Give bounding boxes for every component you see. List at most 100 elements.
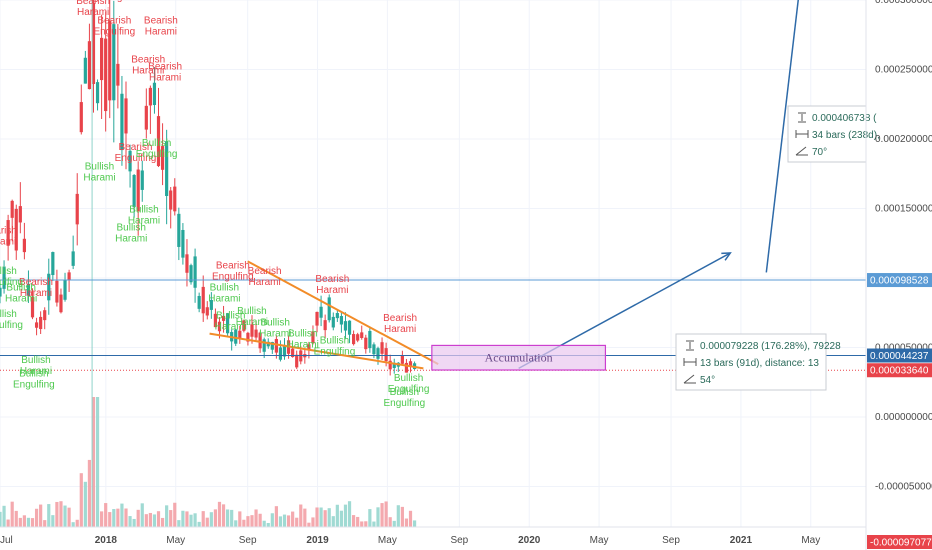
price-axis[interactable]: 0.0003500000.0003000000.0002500000.00020…: [867, 0, 932, 550]
pattern-label: Bullish: [320, 335, 349, 346]
measure-box[interactable]: [675, 333, 827, 391]
volume-bar: [112, 509, 116, 527]
volume-bar: [364, 521, 368, 527]
candle-body: [400, 355, 404, 364]
volume-bar: [282, 514, 287, 527]
volume-bar: [181, 510, 185, 527]
candle-body: [71, 251, 75, 266]
price-tag-label: 0.000033640: [870, 366, 929, 377]
volume-bar: [384, 501, 388, 527]
candle-body: [335, 313, 339, 319]
volume-bar: [270, 513, 274, 527]
price-tag-label: 0.000098528: [870, 276, 929, 287]
candle-body: [136, 169, 140, 212]
pattern-label: Harami: [128, 216, 160, 227]
volume-bar: [242, 519, 246, 527]
volume-bar: [132, 518, 136, 527]
angle-icon: [795, 146, 808, 156]
time-tick-label: May: [378, 535, 397, 546]
volume-bar: [79, 473, 83, 527]
pattern-label: Bullish: [210, 283, 239, 294]
candle-body: [217, 321, 222, 332]
pattern-label: Harami: [145, 27, 177, 38]
pattern-label: Bullish: [142, 138, 171, 149]
price-tick-label: 0.000200000: [875, 134, 932, 145]
candle-body: [238, 330, 242, 339]
volume-bar: [160, 517, 165, 527]
pattern-label: Bullish: [0, 309, 17, 320]
pattern-label: Bearish: [144, 16, 178, 27]
volume-bar: [388, 517, 392, 527]
pattern-label: Engulfing: [383, 398, 425, 409]
candle-body: [112, 24, 116, 101]
volume-bar: [197, 521, 201, 527]
candle-body: [132, 175, 136, 208]
candle-body: [356, 334, 360, 341]
pattern-label: Bearish: [131, 55, 165, 66]
pattern-label: Bullish: [129, 205, 158, 216]
accumulation-zone[interactable]: [431, 344, 607, 371]
measure-boxes[interactable]: 0.000079228 (176.28%), 79228 13 bars (91d…: [675, 105, 880, 391]
pattern-label: Harami: [236, 317, 268, 328]
candle-body: [388, 360, 392, 370]
candle-body: [262, 339, 266, 352]
pattern-label: Engulfing: [13, 380, 55, 391]
volume-bar: [0, 511, 2, 527]
volume-bar: [51, 515, 55, 527]
candle-body: [100, 37, 104, 81]
pattern-label: Bearish: [97, 16, 131, 27]
candle-body: [226, 313, 230, 334]
candle-body: [209, 299, 213, 310]
drawings[interactable]: Accumulation: [209, 0, 816, 371]
candle-body: [392, 362, 396, 369]
volume-bar: [299, 504, 303, 527]
price-tag: [867, 363, 932, 378]
pattern-label: Bearish: [248, 266, 282, 277]
volume-bar: [83, 481, 87, 527]
pattern-label: Bullish: [117, 223, 146, 234]
volume-bar: [205, 517, 209, 527]
volume-bar: [250, 515, 254, 527]
volume-bar: [59, 501, 63, 527]
candle-body: [360, 332, 364, 339]
volume-bar: [327, 508, 331, 527]
volume-bar: [30, 518, 35, 527]
time-axis[interactable]: Jul 2018 May Sep 2019 May Sep 2020 May Sep 2021 May: [0, 535, 820, 546]
price-tick-label: 0.000150000: [875, 204, 932, 215]
candle-body: [295, 354, 299, 368]
candle-body: [380, 342, 384, 354]
volume-bar: [278, 516, 283, 527]
volume-bar: [400, 506, 404, 527]
volume-bar: [262, 520, 266, 527]
volume-bar: [63, 505, 67, 527]
trendline[interactable]: [247, 260, 439, 366]
pattern-label: Harami: [316, 285, 348, 296]
candle-body: [91, 2, 96, 85]
volume-bar: [34, 508, 39, 527]
candle-body: [234, 329, 238, 344]
projection-arrow[interactable]: [765, 0, 813, 273]
candle-body: [47, 273, 51, 301]
candle-body: [75, 193, 79, 225]
pattern-label: Bearish: [148, 62, 182, 73]
trendline[interactable]: [209, 332, 424, 370]
candle-body: [282, 344, 287, 357]
volume-bar: [71, 522, 75, 527]
volume-bar: [412, 520, 417, 527]
volume-bar: [217, 501, 222, 527]
volume-bar: [221, 504, 226, 527]
time-tick-label: 2021: [730, 535, 753, 546]
candle-body: [307, 344, 311, 351]
pattern-label: Bearish: [383, 313, 417, 324]
date-range-icon: [795, 130, 809, 138]
volume-bar: [47, 504, 51, 527]
candle-body: [177, 213, 181, 247]
candle-body: [156, 116, 161, 167]
volume-bar: [226, 509, 230, 527]
volume-bar: [144, 514, 148, 527]
candle-body: [160, 146, 165, 170]
pattern-label: Engulfing: [0, 320, 23, 331]
volume-bar: [43, 520, 47, 527]
pattern-label: Engulfing: [0, 277, 23, 288]
